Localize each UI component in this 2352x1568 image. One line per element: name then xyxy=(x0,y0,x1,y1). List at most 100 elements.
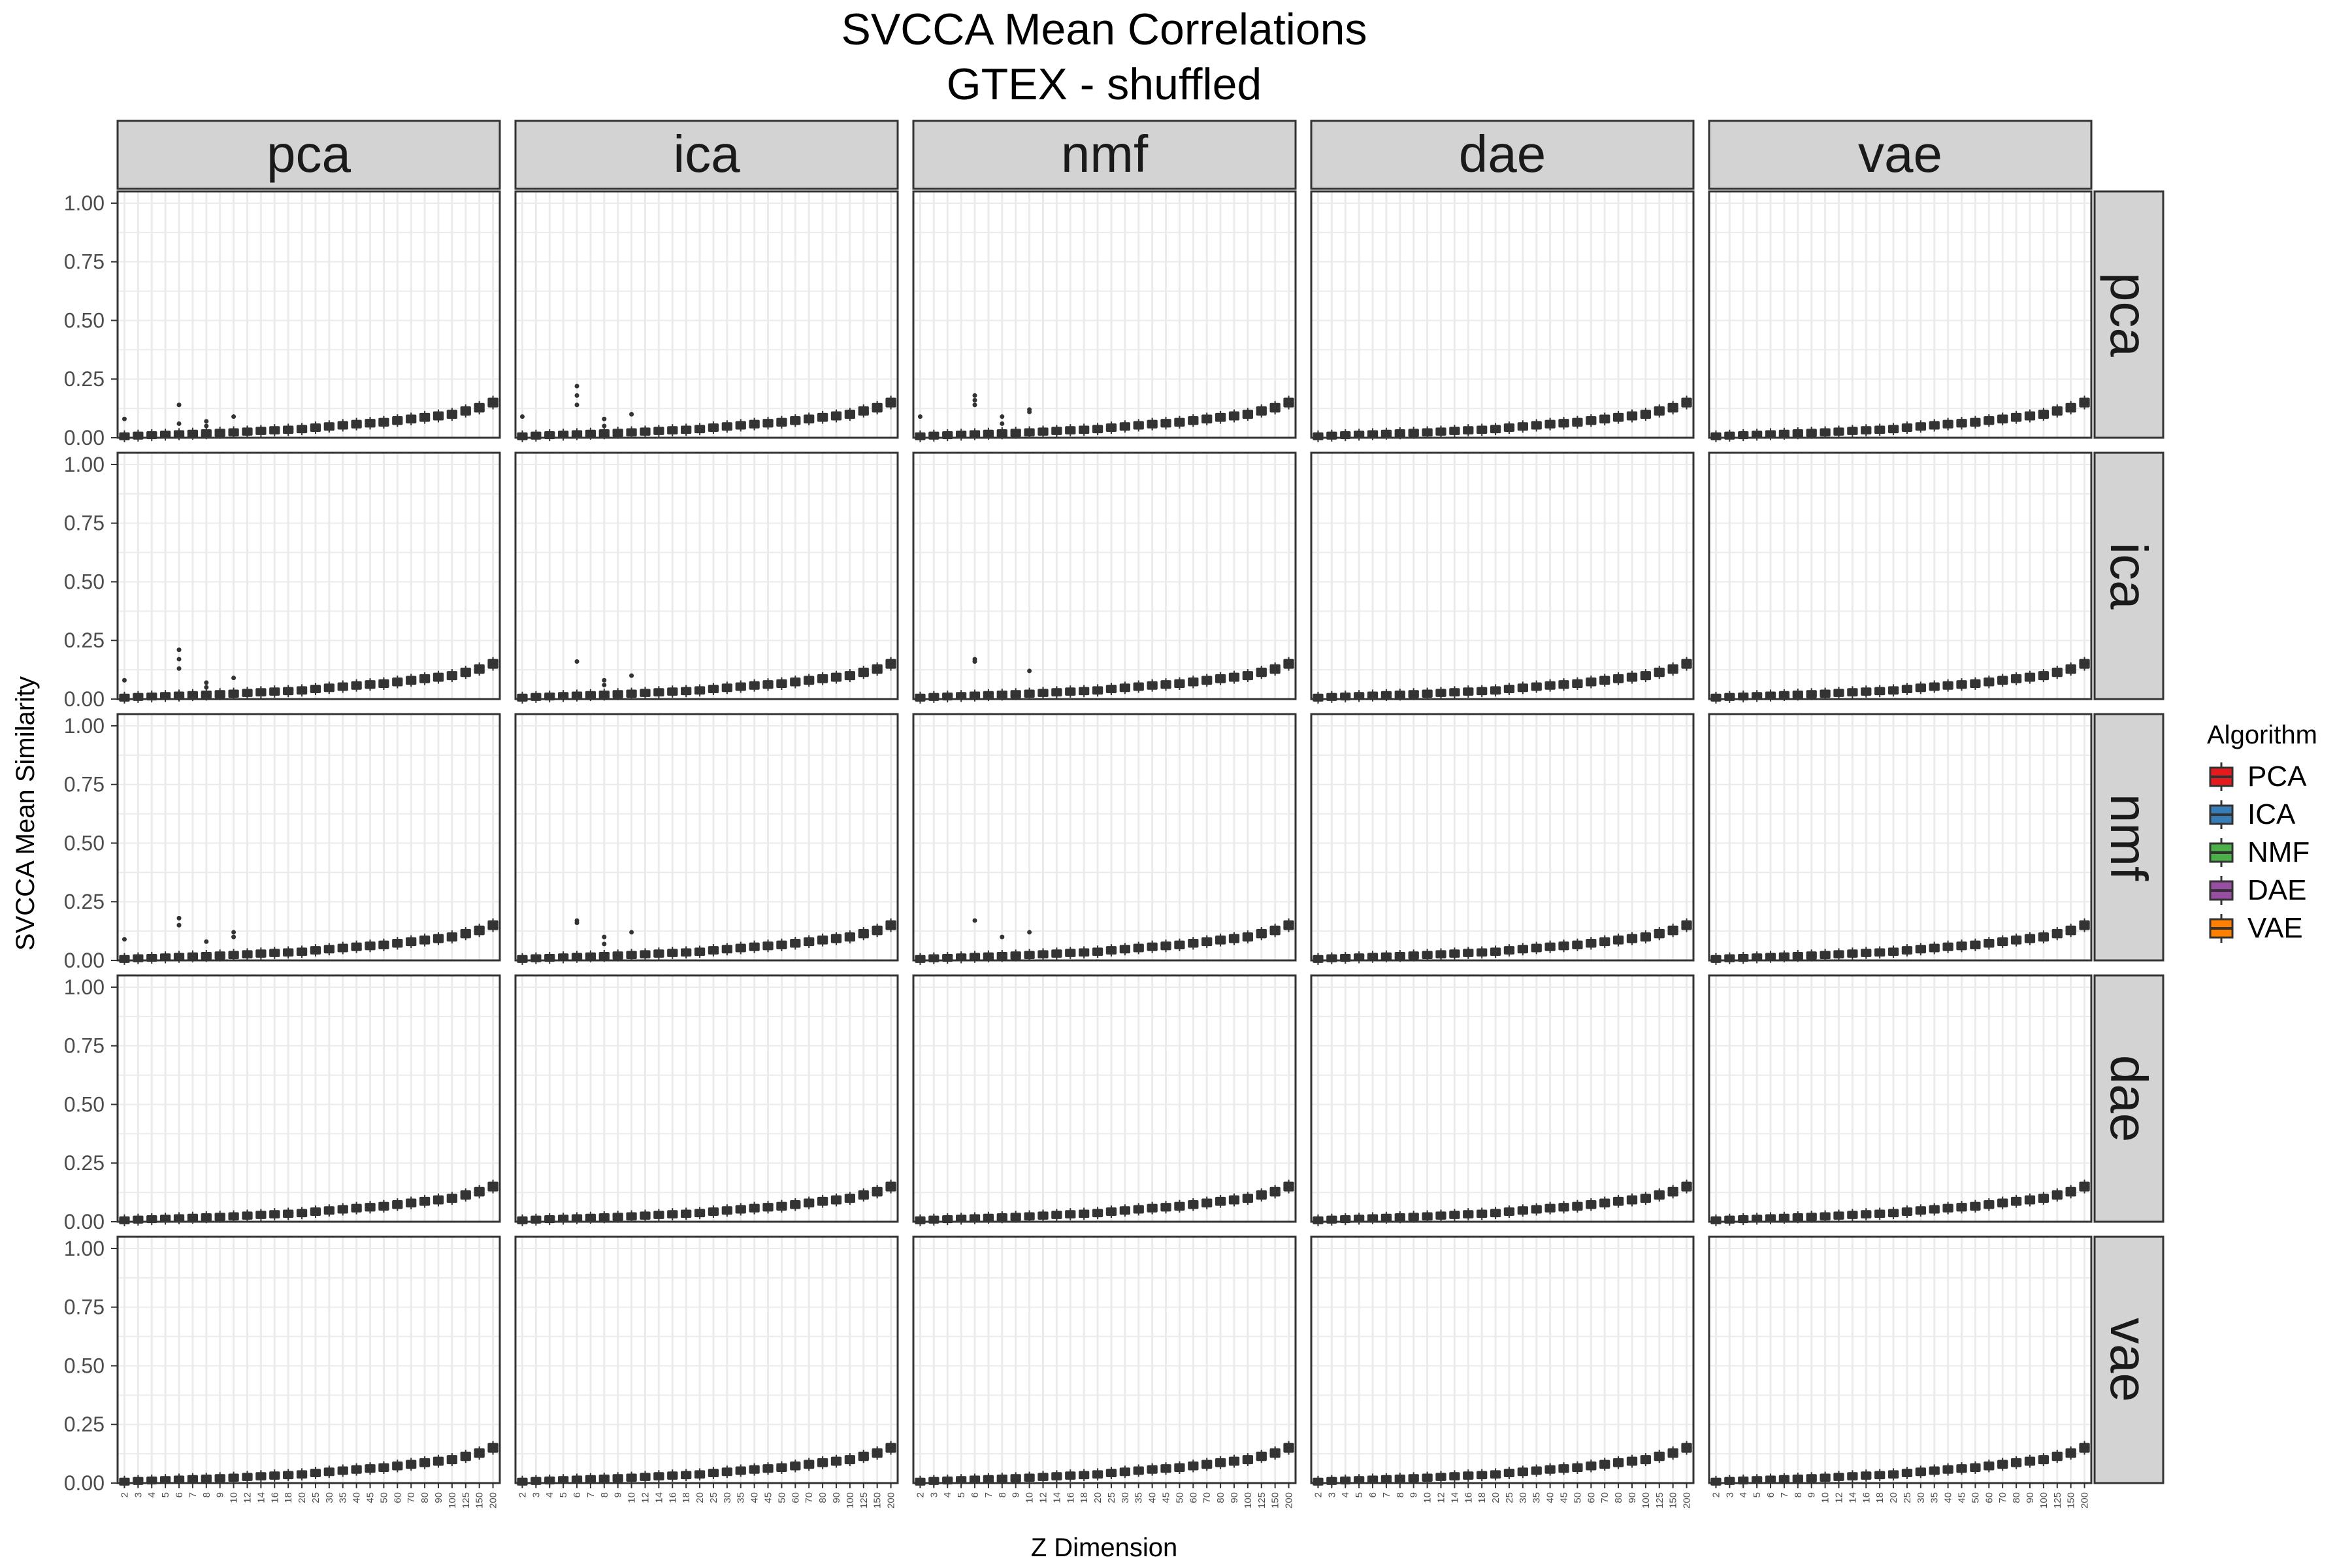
x-tick-label: 9 xyxy=(613,1492,624,1497)
box-z-10 xyxy=(1820,951,1831,959)
box-z-45 xyxy=(1956,1203,1967,1212)
box-z-125 xyxy=(1654,667,1665,678)
outlier-point xyxy=(176,657,182,662)
box-z-7 xyxy=(1778,1475,1790,1484)
box-z-7 xyxy=(1380,691,1392,700)
box-z-18 xyxy=(283,1471,294,1480)
box-z-10 xyxy=(1024,951,1035,959)
y-tick-label: 0.50 xyxy=(64,831,105,855)
box-z-80 xyxy=(419,935,431,945)
y-tick-label: 0.50 xyxy=(64,1092,105,1116)
box-z-70 xyxy=(804,676,815,685)
box-z-9 xyxy=(214,690,225,698)
box-z-70 xyxy=(804,1198,815,1208)
panel-background xyxy=(1311,453,1693,699)
box-z-20 xyxy=(1490,425,1501,434)
x-tick-label: 18 xyxy=(681,1492,692,1503)
box-z-20 xyxy=(694,947,706,956)
box-z-60 xyxy=(392,416,403,425)
box-z-35 xyxy=(735,1205,746,1214)
box-z-16 xyxy=(667,1210,678,1218)
box-z-2 xyxy=(1313,1216,1324,1224)
box-z-25 xyxy=(708,685,719,693)
box-z-6 xyxy=(571,430,583,438)
box-z-40 xyxy=(749,942,760,951)
box-z-150 xyxy=(1667,925,1678,936)
box-z-10 xyxy=(228,428,239,436)
box-z-6 xyxy=(969,1475,981,1484)
box-z-30 xyxy=(1119,1467,1130,1477)
box-z-70 xyxy=(1201,1460,1213,1469)
box-z-20 xyxy=(694,686,706,695)
box-z-60 xyxy=(790,1200,801,1209)
box-z-40 xyxy=(351,1203,362,1213)
box-z-16 xyxy=(1463,1210,1474,1218)
box-z-45 xyxy=(1558,1203,1569,1212)
box-z-10 xyxy=(1024,1473,1035,1482)
box-z-8 xyxy=(1792,1474,1803,1483)
outlier-point xyxy=(231,934,237,939)
x-tick-label: 9 xyxy=(215,1492,226,1497)
box-z-12 xyxy=(640,689,651,697)
x-tick-label: 90 xyxy=(2025,1492,2036,1503)
x-tick-label: 4 xyxy=(544,1492,555,1497)
x-tick-label: 150 xyxy=(872,1492,883,1509)
box-z-2 xyxy=(119,693,130,702)
box-z-7 xyxy=(187,1213,199,1222)
box-z-90 xyxy=(2024,1456,2036,1466)
panel-vae-vae xyxy=(1708,1235,2093,1488)
column-strip-bg xyxy=(116,120,501,190)
x-tick-label: 3 xyxy=(531,1492,542,1497)
box-z-40 xyxy=(1544,1465,1556,1474)
box-z-125 xyxy=(2051,1451,2063,1462)
x-tick-label: 2 xyxy=(1710,1492,1722,1497)
box-z-80 xyxy=(2010,935,2022,945)
box-z-25 xyxy=(310,1469,321,1477)
box-z-150 xyxy=(1667,1186,1678,1197)
panel-background xyxy=(515,1237,898,1483)
box-z-16 xyxy=(1861,1471,1872,1480)
box-z-80 xyxy=(817,1196,828,1206)
y-tick-label: 0.00 xyxy=(64,949,105,972)
panel-background xyxy=(118,1237,500,1483)
x-tick-label: 16 xyxy=(1065,1492,1076,1503)
box-z-30 xyxy=(1517,683,1528,693)
box-z-45 xyxy=(1160,1464,1171,1473)
panel-border xyxy=(116,451,501,700)
box-z-40 xyxy=(1147,942,1158,951)
x-tick-label: 35 xyxy=(736,1492,747,1503)
box-z-14 xyxy=(1449,427,1460,435)
box-z-25 xyxy=(1901,1207,1913,1216)
x-tick-label: 30 xyxy=(1518,1492,1529,1503)
box-z-6 xyxy=(969,691,981,700)
box-z-25 xyxy=(1901,946,1913,955)
box-z-25 xyxy=(1901,1469,1913,1477)
box-z-7 xyxy=(187,691,199,700)
box-z-16 xyxy=(667,426,678,434)
panel-vae-ica xyxy=(514,1235,899,1488)
box-z-100 xyxy=(1640,1455,1652,1465)
box-z-5 xyxy=(1751,953,1763,962)
box-z-200 xyxy=(1681,1181,1692,1192)
box-z-12 xyxy=(242,1211,253,1220)
box-z-50 xyxy=(1174,1201,1185,1211)
box-z-14 xyxy=(1051,1472,1062,1480)
box-z-8 xyxy=(996,429,1007,438)
box-z-10 xyxy=(1422,689,1433,698)
y-tick-label: 0.50 xyxy=(64,570,105,593)
row-strip-label: pca xyxy=(2100,272,2158,357)
box-z-6 xyxy=(173,953,185,961)
box-z-2 xyxy=(1313,693,1324,702)
x-tick-label: 100 xyxy=(1243,1492,1254,1509)
box-z-60 xyxy=(1586,939,1597,948)
x-tick-label: 12 xyxy=(1037,1492,1049,1503)
box-z-10 xyxy=(1024,689,1035,698)
outlier-point xyxy=(204,685,209,690)
box-z-2 xyxy=(915,432,926,440)
panel-border xyxy=(1310,974,1695,1223)
box-z-60 xyxy=(1586,416,1597,425)
x-tick-label: 18 xyxy=(1477,1492,1488,1503)
x-tick-label: 8 xyxy=(201,1492,212,1497)
column-strip-bg xyxy=(912,120,1297,190)
y-tick-label: 0.50 xyxy=(64,308,105,332)
